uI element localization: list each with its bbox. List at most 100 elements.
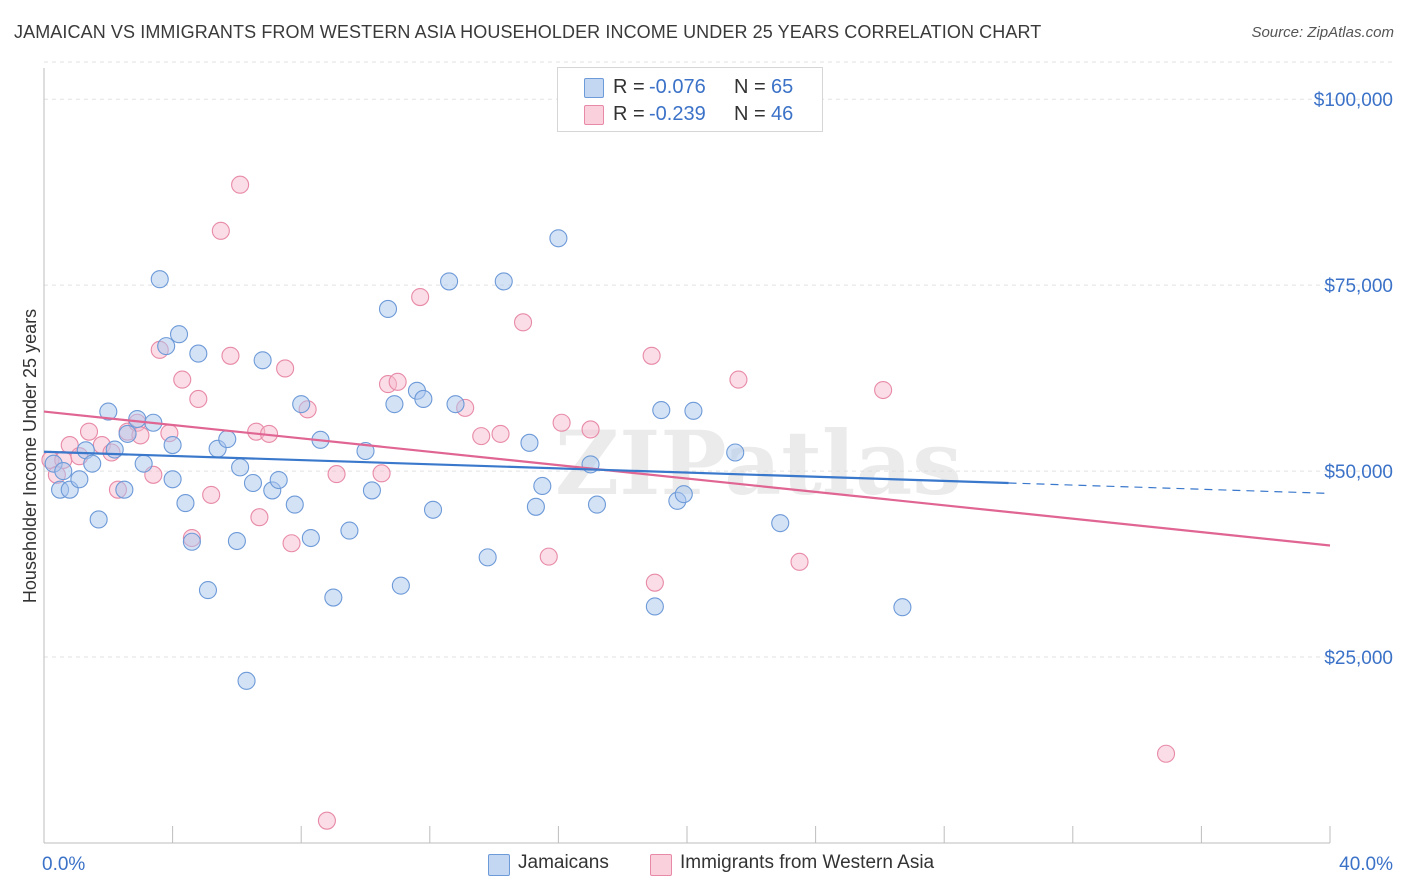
data-point-jamaicans [89, 510, 108, 529]
data-point-jamaicans [285, 495, 304, 514]
data-point-jamaicans [726, 443, 745, 462]
data-point-western-asia [211, 221, 230, 240]
data-point-western-asia [539, 547, 558, 566]
data-point-western-asia [491, 424, 510, 443]
r-value: -0.239 [649, 103, 706, 125]
data-point-jamaicans [391, 576, 410, 595]
data-point-jamaicans [231, 458, 250, 477]
data-point-jamaicans [163, 436, 182, 455]
series-jamaicans-points [44, 229, 912, 690]
data-point-jamaicans [227, 531, 246, 551]
r-label: R = [613, 76, 645, 98]
chart-title: JAMAICAN VS IMMIGRANTS FROM WESTERN ASIA… [14, 22, 1042, 42]
data-point-western-asia [79, 422, 99, 441]
data-point-western-asia [472, 427, 491, 446]
data-point-western-asia [645, 573, 664, 592]
data-point-jamaicans [269, 470, 288, 490]
data-point-western-asia [189, 389, 208, 408]
data-point-western-asia [874, 380, 893, 400]
data-point-western-asia [327, 465, 346, 484]
data-point-jamaicans [478, 548, 497, 567]
r-value: -0.076 [649, 76, 706, 98]
data-point-jamaicans [771, 514, 790, 533]
source-credit: Source: ZipAtlas.com [1251, 24, 1394, 41]
data-point-jamaicans [176, 494, 195, 513]
trend-line-jamaicans-extension [1008, 482, 1331, 495]
data-point-western-asia [372, 464, 391, 483]
data-point-jamaicans [674, 485, 693, 504]
data-point-western-asia [388, 372, 407, 391]
data-point-jamaicans [70, 470, 89, 489]
grid-layer [44, 61, 1392, 658]
data-point-jamaicans [150, 270, 169, 289]
data-point-jamaicans [99, 402, 118, 421]
trend-line-jamaicans [43, 450, 1009, 485]
data-point-jamaicans [324, 588, 343, 607]
trend-line-western-asia [43, 410, 1331, 547]
data-point-western-asia [513, 313, 533, 332]
data-point-jamaicans [385, 395, 404, 414]
data-point-jamaicans [292, 395, 311, 414]
data-point-jamaicans [362, 481, 381, 500]
data-point-jamaicans [340, 521, 359, 540]
data-point-jamaicans [414, 389, 433, 408]
data-point-jamaicans [893, 598, 912, 617]
legend-swatch-western-asia [650, 854, 672, 876]
y-tick-label: $50,000 [1324, 462, 1393, 483]
r-label: R = [613, 103, 645, 125]
correlation-stats-box: R = -0.076 N = 65 R = -0.239 N = 46 [557, 67, 823, 132]
data-point-jamaicans [652, 401, 671, 420]
data-point-western-asia [581, 420, 600, 439]
n-label: N = [734, 103, 766, 125]
data-point-jamaicans [253, 351, 272, 370]
n-label: N = [734, 76, 766, 98]
data-point-jamaicans [533, 476, 552, 496]
y-tick-label: $75,000 [1324, 276, 1393, 297]
swatch-jamaicans [584, 78, 604, 98]
n-value: 65 [771, 76, 794, 98]
data-point-jamaicans [494, 272, 513, 291]
data-point-jamaicans [118, 424, 137, 443]
data-point-jamaicans [440, 272, 459, 291]
data-point-western-asia [642, 346, 661, 365]
x-tick-label-min: 0.0% [42, 854, 85, 875]
data-point-jamaicans [645, 597, 664, 616]
data-point-western-asia [552, 413, 571, 432]
data-point-western-asia [411, 287, 430, 307]
swatch-western-asia [584, 105, 604, 125]
y-tick-label: $100,000 [1314, 90, 1393, 111]
data-point-western-asia [790, 552, 809, 571]
data-point-jamaicans [237, 671, 256, 690]
trend-layer [43, 410, 1331, 547]
data-point-jamaicans [189, 344, 208, 363]
x-tick-label-max: 40.0% [1339, 854, 1393, 875]
data-point-jamaicans [115, 480, 134, 499]
data-point-jamaicans [83, 454, 102, 473]
data-point-western-asia [250, 508, 269, 527]
data-point-jamaicans [169, 325, 189, 344]
data-point-western-asia [1156, 744, 1176, 763]
data-point-western-asia [231, 175, 250, 194]
data-point-jamaicans [526, 497, 545, 516]
legend-swatch-jamaicans [488, 854, 510, 876]
data-point-jamaicans [520, 433, 539, 452]
y-axis-label: Householder Income Under 25 years [20, 309, 40, 603]
legend-label-western-asia: Immigrants from Western Asia [680, 852, 935, 873]
data-point-western-asia [282, 534, 301, 553]
data-point-jamaicans [182, 532, 201, 551]
data-point-jamaicans [105, 440, 124, 459]
data-point-jamaicans [378, 299, 398, 318]
data-point-western-asia [202, 485, 221, 504]
data-point-jamaicans [243, 473, 263, 493]
tick-labels-layer: $25,000 $50,000 $75,000 $100,000 0.0% 40.0% [42, 90, 1393, 875]
data-point-jamaicans [549, 229, 568, 248]
data-point-jamaicans [356, 441, 375, 461]
data-point-jamaicans [301, 528, 320, 548]
data-point-western-asia [729, 370, 748, 389]
y-tick-label: $25,000 [1324, 648, 1393, 669]
watermark: ZIPatlas [555, 411, 962, 515]
data-point-jamaicans [446, 395, 465, 414]
data-point-jamaicans [587, 495, 607, 514]
data-point-jamaicans [128, 409, 147, 429]
